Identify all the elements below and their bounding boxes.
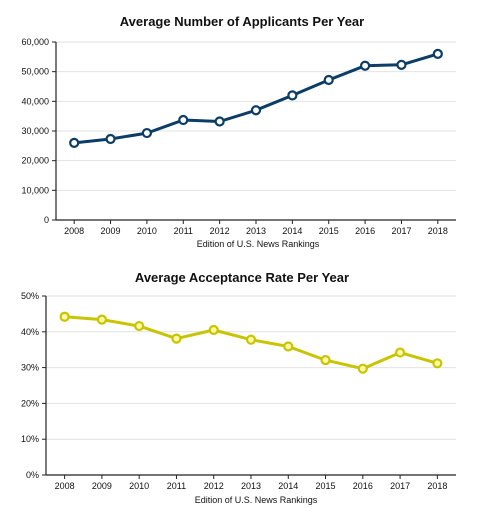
data-point bbox=[59, 311, 70, 322]
x-tick-label: 2017 bbox=[391, 226, 411, 236]
data-point bbox=[396, 59, 407, 70]
data-point bbox=[96, 314, 108, 325]
x-tick-label: 2010 bbox=[137, 226, 157, 236]
data-point bbox=[323, 74, 334, 86]
data-point bbox=[208, 324, 219, 336]
x-tick-label: 2012 bbox=[204, 481, 224, 491]
x-tick-label: 2015 bbox=[319, 226, 339, 236]
data-point bbox=[359, 60, 371, 71]
data-point bbox=[134, 320, 145, 332]
x-tick-label: 2011 bbox=[174, 226, 193, 236]
x-tick-label: 2011 bbox=[167, 481, 186, 491]
x-tick-label: 2014 bbox=[278, 481, 298, 491]
applicants-chart: Average Number of Applicants Per Year 0 1… bbox=[21, 14, 456, 249]
data-point bbox=[287, 90, 298, 101]
data-point bbox=[178, 114, 189, 126]
data-point bbox=[394, 347, 406, 358]
y-tick-label: 20,000 bbox=[21, 156, 49, 166]
y-tick-label: 40,000 bbox=[21, 96, 49, 106]
y-tick-label: 10,000 bbox=[21, 185, 49, 195]
y-tick-label: 30,000 bbox=[21, 126, 49, 136]
x-tick-label: 2008 bbox=[55, 481, 75, 491]
data-point bbox=[320, 354, 331, 366]
data-point bbox=[283, 341, 294, 352]
data-point bbox=[357, 363, 368, 374]
x-tick-label: 2009 bbox=[92, 481, 112, 491]
data-point bbox=[141, 127, 153, 139]
x-tick-label: 2013 bbox=[241, 481, 261, 491]
x-axis-label: Edition of U.S. News Rankings bbox=[197, 239, 320, 249]
series-line bbox=[72, 52, 440, 145]
chart-title: Average Number of Applicants Per Year bbox=[120, 14, 364, 29]
data-point bbox=[245, 334, 257, 345]
data-point bbox=[69, 137, 80, 148]
x-tick-label: 2016 bbox=[355, 226, 375, 236]
y-tick-label: 0% bbox=[26, 470, 39, 480]
x-tick-label: 2018 bbox=[427, 481, 447, 491]
x-tick-label: 2014 bbox=[282, 226, 302, 236]
x-tick-label: 2012 bbox=[210, 226, 230, 236]
y-tick-label: 20% bbox=[21, 398, 39, 408]
data-point bbox=[105, 133, 116, 145]
x-tick-label: 2016 bbox=[353, 481, 373, 491]
data-point bbox=[214, 116, 225, 127]
data-point bbox=[432, 48, 443, 59]
y-tick-label: 50,000 bbox=[21, 67, 49, 77]
x-axis-label: Edition of U.S. News Rankings bbox=[195, 495, 318, 505]
x-tick-label: 2018 bbox=[428, 226, 448, 236]
data-point bbox=[432, 358, 443, 369]
y-tick-label: 10% bbox=[21, 434, 39, 444]
x-tick-label: 2017 bbox=[390, 481, 410, 491]
data-point bbox=[250, 105, 262, 116]
y-tick-label: 40% bbox=[21, 327, 39, 337]
x-tick-label: 2008 bbox=[64, 226, 84, 236]
data-point bbox=[171, 333, 182, 344]
chart-title: Average Acceptance Rate Per Year bbox=[135, 270, 349, 285]
x-tick-label: 2009 bbox=[101, 226, 121, 236]
x-tick-label: 2015 bbox=[316, 481, 336, 491]
acceptance-rate-chart: Average Acceptance Rate Per Year 0% 10% 20… bbox=[21, 270, 456, 505]
y-tick-label: 60,000 bbox=[21, 37, 49, 47]
x-tick-label: 2013 bbox=[246, 226, 266, 236]
y-tick-label: 50% bbox=[21, 291, 39, 301]
y-tick-label: 0 bbox=[44, 215, 49, 225]
y-tick-label: 30% bbox=[21, 363, 39, 373]
x-tick-label: 2010 bbox=[129, 481, 149, 491]
